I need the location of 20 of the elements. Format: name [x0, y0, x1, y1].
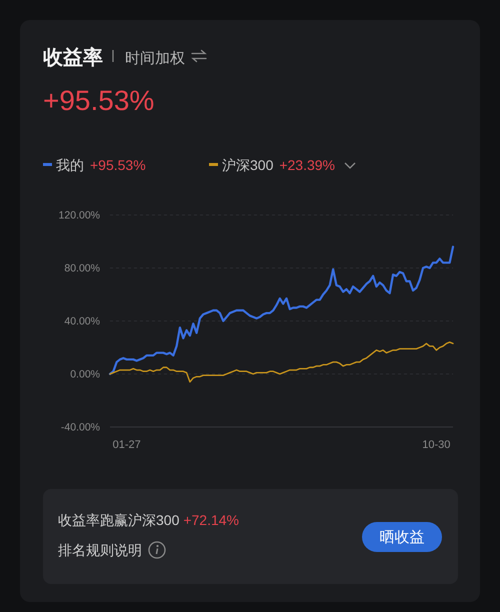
text: 收益率跑赢沪深300	[58, 512, 180, 528]
line-series	[109, 342, 454, 383]
y-tick-label: 40.00%	[64, 316, 100, 328]
legend-label: 沪深300	[222, 157, 274, 173]
text: +72.14%	[183, 512, 240, 528]
chart-title: 收益率	[43, 46, 103, 69]
y-tick-label: 80.00%	[64, 262, 100, 275]
text: +95.53%	[90, 157, 146, 173]
text: 排名规则说明	[58, 542, 142, 558]
x-tick-label: 10-30	[422, 439, 450, 451]
text: +95.53%	[43, 85, 154, 116]
chart-subtitle: 时间加权	[125, 50, 185, 67]
legend-label: 我的	[56, 157, 84, 173]
x-tick-label: 01-27	[112, 439, 141, 451]
y-tick-label: 120.00%	[58, 210, 100, 222]
y-tick-label: -40.00%	[60, 422, 100, 434]
text: 晒收益	[380, 529, 424, 546]
text: +23.39%	[279, 157, 336, 173]
line-series	[108, 246, 454, 376]
y-tick-label: 0.00%	[70, 368, 100, 381]
